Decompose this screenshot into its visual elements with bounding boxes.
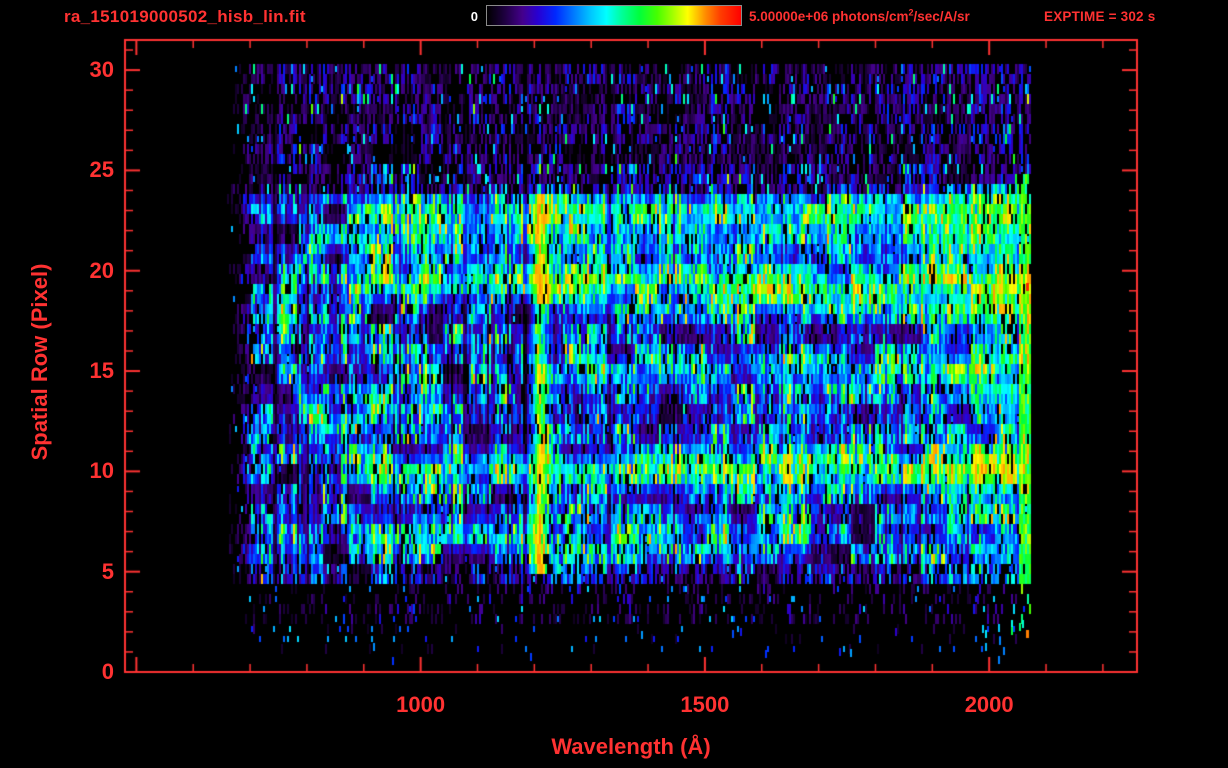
y-axis-title: Spatial Row (Pixel) xyxy=(27,263,52,461)
y-tick-label: 10 xyxy=(89,458,114,484)
x-tick-label: 1500 xyxy=(680,692,730,717)
colorbar-max-label-prefix: 5.00000e+06 photons/cm xyxy=(749,9,909,24)
colorbar-gradient xyxy=(486,5,742,26)
y-tick-label: 25 xyxy=(89,157,114,183)
x-tick-label: 1000 xyxy=(396,692,446,717)
y-tick-label: 5 xyxy=(101,558,114,584)
y-tick-label: 0 xyxy=(101,659,114,684)
y-tick-label: 20 xyxy=(89,257,114,283)
x-axis-title: Wavelength (Å) xyxy=(551,734,711,759)
colorbar-max-label-superscript: 2 xyxy=(908,7,914,18)
colorbar-max-label: 5.00000e+06 photons/cm2/sec/A/sr xyxy=(749,7,970,24)
exptime-label: EXPTIME = 302 s xyxy=(1044,9,1156,24)
x-tick-label: 2000 xyxy=(964,692,1014,717)
colorbar-min-label: 0 xyxy=(470,9,478,24)
y-tick-label: 15 xyxy=(89,358,114,384)
filename-title: ra_151019000502_hisb_lin.fit xyxy=(64,7,306,26)
colorbar-max-label-suffix: /sec/A/sr xyxy=(913,9,970,24)
y-tick-label: 30 xyxy=(89,57,114,83)
